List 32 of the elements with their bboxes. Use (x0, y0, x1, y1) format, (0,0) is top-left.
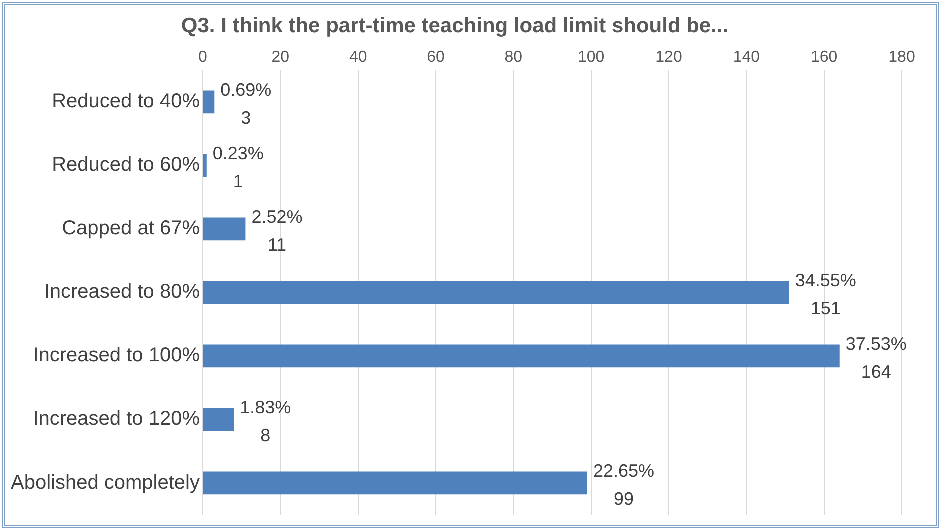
data-label: 0.69% 3 (220, 80, 272, 128)
x-tick-label: 80 (504, 49, 523, 66)
y-tick-label: Increased to 120% (33, 408, 200, 430)
bar (203, 408, 234, 432)
bar (203, 218, 246, 241)
x-tick-label: 100 (578, 49, 605, 66)
chart-title: Q3. I think the part-time teaching load limit should be... (181, 14, 729, 38)
bar (203, 154, 207, 178)
y-tick-label: Increased to 80% (44, 281, 200, 304)
data-label: 22.65% 99 (593, 461, 655, 510)
data-label: 34.55% 151 (795, 270, 856, 319)
x-tick-label: 40 (349, 49, 368, 66)
y-tick-label: Capped at 67% (62, 218, 200, 240)
data-label: 37.53% 164 (846, 334, 907, 382)
y-tick-label: Reduced to 60% (52, 154, 200, 176)
bar (203, 281, 790, 304)
bar (203, 90, 215, 114)
x-tick-label: 140 (733, 49, 760, 66)
x-tick-label: 60 (427, 49, 445, 66)
bar (203, 344, 840, 368)
x-tick-label: 160 (810, 49, 838, 66)
x-tick-label: 120 (656, 49, 682, 66)
data-label: 1.83% 8 (240, 398, 292, 446)
bar (203, 472, 588, 495)
y-tick-label: Reduced to 40% (52, 90, 200, 113)
data-label: 0.23% 1 (212, 144, 264, 192)
x-tick-label: 20 (272, 49, 290, 66)
y-tick-label: Increased to 100% (33, 344, 200, 367)
x-tick-label: 180 (888, 49, 916, 66)
data-label: 2.52% 11 (252, 207, 303, 256)
y-tick-label: Abolished completely (10, 472, 200, 494)
x-tick-label: 0 (198, 49, 208, 66)
